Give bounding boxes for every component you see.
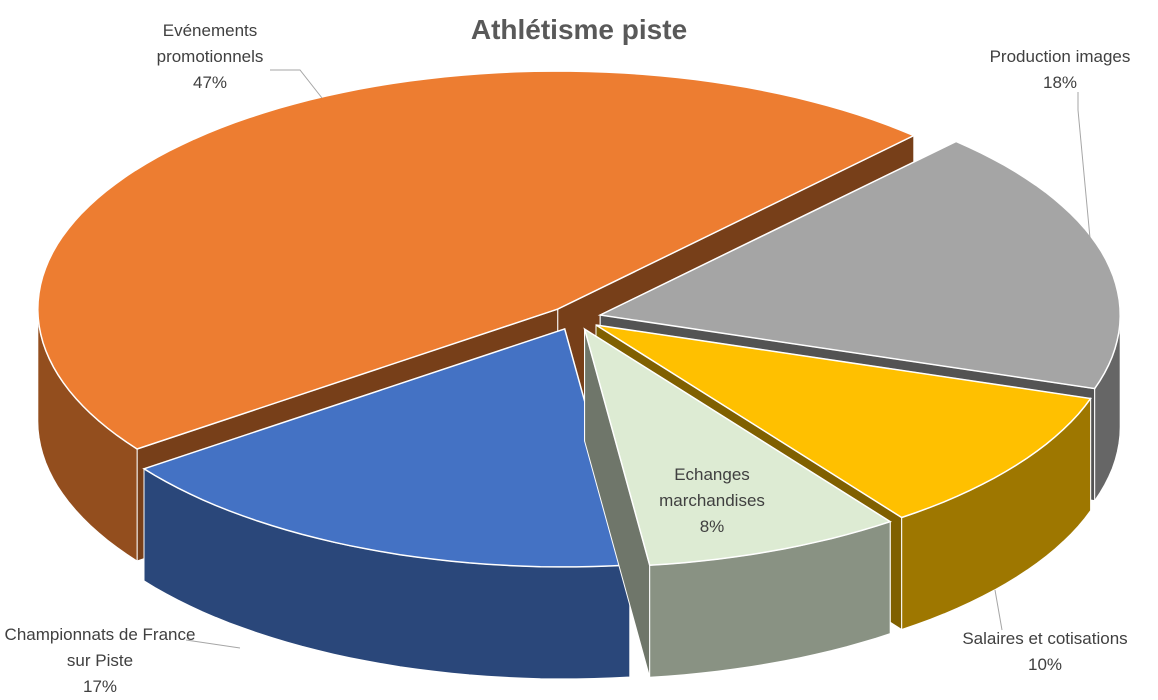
data-label: Championnats de France sur Piste 17% xyxy=(0,622,200,700)
category-label: Production images xyxy=(989,47,1131,66)
value-label: 47% xyxy=(192,73,228,92)
slice xyxy=(37,70,916,450)
category-label: Echanges marchandises xyxy=(659,465,765,510)
slices xyxy=(37,70,1121,680)
slice xyxy=(142,327,631,568)
slice xyxy=(595,324,1092,519)
value-label: 10% xyxy=(1027,655,1063,674)
value-label: 18% xyxy=(1042,73,1078,92)
slice xyxy=(583,327,892,566)
leader-line xyxy=(994,589,1003,631)
slice xyxy=(597,140,1121,390)
category-label: Championnats de France sur Piste xyxy=(4,625,196,670)
data-label: Echanges marchandises 8% xyxy=(632,462,792,540)
data-label: Evénements promotionnels 47% xyxy=(120,18,300,96)
leader-line xyxy=(270,69,323,99)
category-label: Salaires et cotisations xyxy=(962,629,1128,648)
data-label: Production images 18% xyxy=(960,44,1158,96)
category-label: Evénements promotionnels xyxy=(156,21,264,66)
leader-line xyxy=(1077,92,1091,239)
chart-title: Athlétisme piste xyxy=(470,14,688,45)
value-label: 17% xyxy=(82,677,118,696)
data-label: Salaires et cotisations 10% xyxy=(930,626,1158,678)
value-label: 8% xyxy=(699,517,725,536)
leader-line xyxy=(185,639,241,649)
